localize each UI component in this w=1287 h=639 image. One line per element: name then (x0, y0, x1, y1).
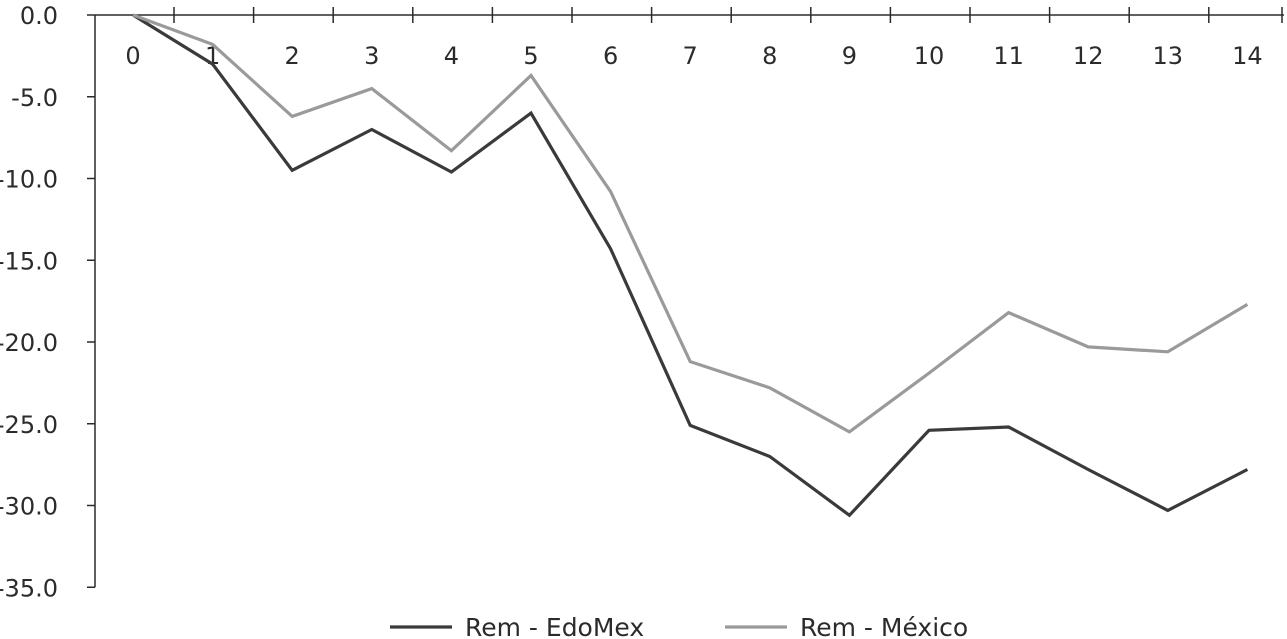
legend-label: Rem - EdoMex (465, 613, 644, 639)
x-tick-label: 12 (1073, 42, 1104, 70)
x-tick-label: 8 (762, 42, 777, 70)
series-line-2 (132, 13, 1249, 434)
x-tick-label: 6 (603, 42, 618, 70)
x-tick-label: 4 (444, 42, 459, 70)
y-tick-label: -15.0 (0, 247, 58, 275)
y-tick-label: -10.0 (0, 166, 58, 194)
legend: Rem - EdoMex Rem - México (390, 613, 968, 639)
x-tick-label: 3 (364, 42, 379, 70)
y-axis: 0.0 -5.0 -10.0 -15.0 -20.0 -25.0 -30.0 -35.0 (0, 2, 96, 602)
x-tick-label: 14 (1232, 42, 1263, 70)
y-tick-label: -20.0 (0, 329, 58, 357)
y-tick-label: -30.0 (0, 493, 58, 521)
x-tick-label: 5 (523, 42, 538, 70)
x-tick-label: 2 (285, 42, 300, 70)
x-tick-label: 13 (1153, 42, 1184, 70)
legend-item-1: Rem - EdoMex (390, 613, 644, 639)
series-layer (132, 13, 1249, 518)
y-tick-label: -5.0 (11, 84, 58, 112)
x-tick-label: 11 (993, 42, 1024, 70)
legend-item-2: Rem - México (725, 613, 968, 639)
x-tick-label: 0 (125, 42, 140, 70)
y-tick-label: 0.0 (20, 2, 58, 30)
y-tick-label: -35.0 (0, 574, 58, 602)
x-axis: 0 1 2 3 4 5 6 7 8 9 10 11 12 13 14 (95, 7, 1284, 70)
x-tick-label: 9 (842, 42, 857, 70)
x-tick-label: 7 (683, 42, 698, 70)
y-tick-label: -25.0 (0, 411, 58, 439)
series-line-1 (132, 13, 1249, 518)
x-tick-label: 10 (914, 42, 945, 70)
legend-label: Rem - México (800, 613, 968, 639)
